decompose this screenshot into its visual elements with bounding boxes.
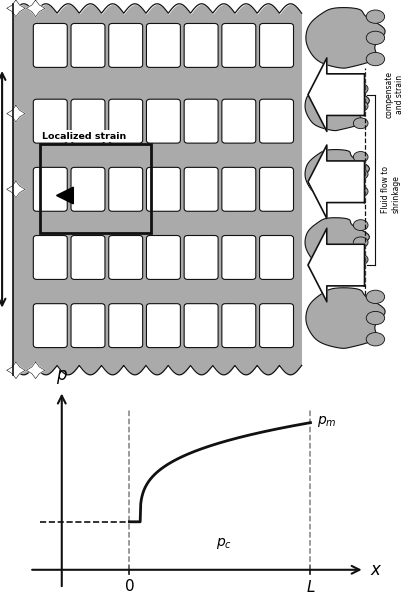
Ellipse shape [366, 10, 385, 23]
FancyBboxPatch shape [147, 23, 181, 67]
FancyBboxPatch shape [184, 236, 218, 279]
Ellipse shape [366, 290, 385, 304]
Polygon shape [26, 0, 45, 17]
FancyBboxPatch shape [33, 167, 67, 212]
FancyBboxPatch shape [109, 304, 142, 347]
FancyBboxPatch shape [147, 236, 181, 279]
FancyBboxPatch shape [260, 304, 293, 347]
FancyBboxPatch shape [260, 23, 293, 67]
FancyBboxPatch shape [222, 304, 256, 347]
FancyBboxPatch shape [222, 23, 256, 67]
FancyBboxPatch shape [71, 23, 105, 67]
Ellipse shape [353, 169, 368, 180]
Polygon shape [305, 81, 370, 130]
Text: compensate
and strain: compensate and strain [384, 71, 403, 118]
Polygon shape [306, 8, 385, 68]
Text: $L$: $L$ [306, 579, 315, 596]
FancyBboxPatch shape [33, 304, 67, 347]
Ellipse shape [353, 84, 368, 94]
Ellipse shape [353, 151, 368, 162]
Ellipse shape [366, 52, 385, 66]
Text: $p$: $p$ [56, 368, 68, 386]
Text: $p_c$: $p_c$ [216, 536, 232, 551]
Bar [40, 144, 151, 233]
Polygon shape [308, 58, 365, 132]
Text: $x$: $x$ [370, 561, 383, 579]
Polygon shape [57, 187, 73, 204]
Polygon shape [7, 362, 25, 379]
FancyBboxPatch shape [222, 99, 256, 143]
FancyBboxPatch shape [109, 236, 142, 279]
Text: Localized strain: Localized strain [42, 132, 126, 141]
FancyBboxPatch shape [260, 99, 293, 143]
Polygon shape [13, 4, 302, 375]
Ellipse shape [353, 186, 368, 197]
Ellipse shape [366, 31, 385, 44]
FancyBboxPatch shape [260, 167, 293, 212]
FancyBboxPatch shape [33, 99, 67, 143]
FancyBboxPatch shape [147, 167, 181, 212]
Polygon shape [26, 362, 45, 379]
Polygon shape [7, 0, 25, 17]
Ellipse shape [366, 311, 385, 325]
Ellipse shape [366, 332, 385, 346]
FancyBboxPatch shape [147, 304, 181, 347]
FancyBboxPatch shape [109, 23, 142, 67]
FancyBboxPatch shape [184, 99, 218, 143]
FancyBboxPatch shape [71, 167, 105, 212]
Polygon shape [306, 288, 385, 349]
Polygon shape [308, 145, 365, 219]
FancyBboxPatch shape [222, 236, 256, 279]
Polygon shape [308, 228, 365, 302]
FancyBboxPatch shape [33, 23, 67, 67]
Text: $p_m$: $p_m$ [317, 413, 337, 429]
Polygon shape [7, 105, 25, 122]
Text: Fluid flow to
shrinkage: Fluid flow to shrinkage [381, 166, 401, 213]
FancyBboxPatch shape [184, 304, 218, 347]
FancyBboxPatch shape [260, 236, 293, 279]
FancyBboxPatch shape [222, 167, 256, 212]
FancyBboxPatch shape [71, 236, 105, 279]
Ellipse shape [353, 237, 368, 248]
FancyBboxPatch shape [71, 99, 105, 143]
Ellipse shape [353, 220, 368, 231]
Polygon shape [305, 218, 370, 267]
FancyBboxPatch shape [109, 167, 142, 212]
FancyBboxPatch shape [147, 99, 181, 143]
Ellipse shape [353, 254, 368, 265]
Ellipse shape [353, 100, 368, 111]
FancyBboxPatch shape [109, 99, 142, 143]
FancyBboxPatch shape [184, 167, 218, 212]
FancyBboxPatch shape [71, 304, 105, 347]
FancyBboxPatch shape [33, 236, 67, 279]
Polygon shape [7, 181, 25, 198]
FancyBboxPatch shape [184, 23, 218, 67]
Polygon shape [305, 150, 370, 199]
Text: 0: 0 [124, 579, 134, 594]
Ellipse shape [353, 118, 368, 129]
